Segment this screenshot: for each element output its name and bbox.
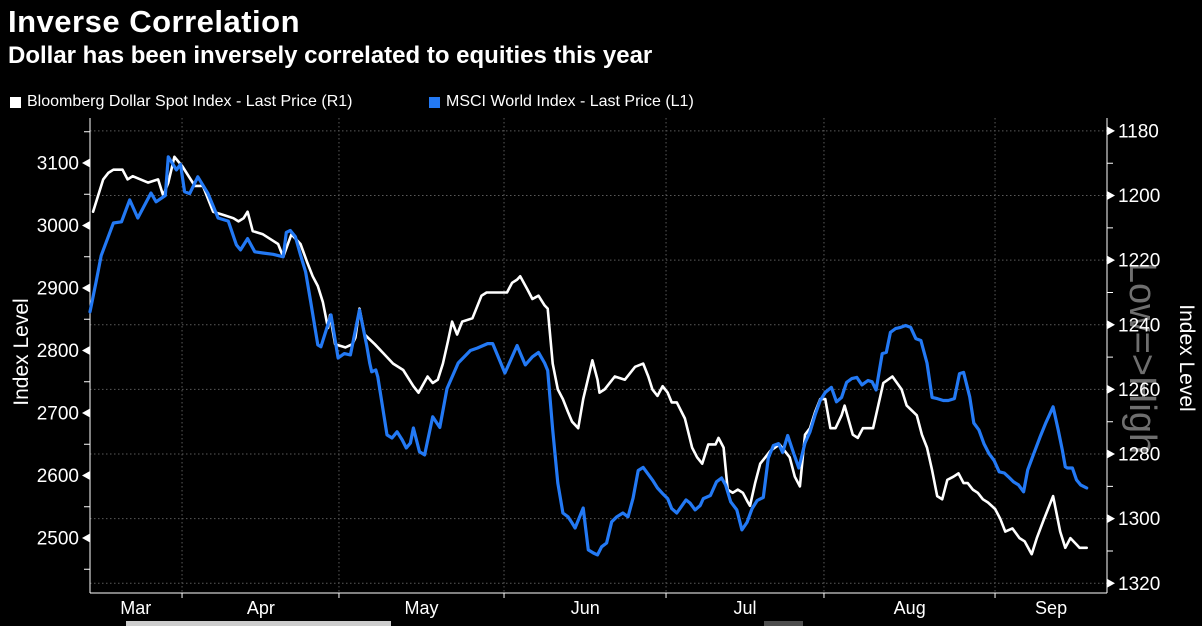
right-tick-arrow-icon (1107, 578, 1115, 588)
left-tick-arrow-icon (82, 158, 90, 168)
right-tick-label: 1220 (1118, 251, 1160, 272)
dollar-series-swatch-icon (10, 96, 21, 108)
left-tick-label: 3100 (37, 154, 79, 175)
legend-label-dollar: Bloomberg Dollar Spot Index - Last Price… (27, 93, 353, 110)
scrollbar-thumb-2[interactable] (764, 621, 803, 626)
x-month-label: Apr (247, 598, 275, 618)
right-tick-arrow-icon (1107, 126, 1115, 136)
right-tick-label: 1200 (1118, 186, 1160, 207)
right-tick-label: 1300 (1118, 509, 1160, 530)
left-tick-label: 3000 (37, 216, 79, 237)
chart-subtitle: Dollar has been inversely correlated to … (8, 42, 653, 69)
right-tick-arrow-icon (1107, 320, 1115, 330)
left-tick-label: 2500 (37, 529, 79, 550)
left-tick-label: 2900 (37, 279, 79, 300)
x-month-label: May (405, 598, 439, 618)
left-tick-label: 2800 (37, 341, 79, 362)
chart-title: Inverse Correlation (8, 4, 301, 39)
legend: Bloomberg Dollar Spot Index - Last Price… (0, 93, 1202, 113)
right-tick-label: 1260 (1118, 380, 1160, 401)
left-tick-label: 2700 (37, 404, 79, 425)
x-month-label: Jun (571, 598, 600, 618)
left-tick-arrow-icon (82, 471, 90, 480)
legend-item-dollar: Bloomberg Dollar Spot Index - Last Price… (10, 93, 352, 111)
left-tick-arrow-icon (82, 533, 90, 543)
x-month-label: Jul (733, 598, 756, 618)
legend-label-msci: MSCI World Index - Last Price (L1) (446, 93, 694, 110)
left-tick-arrow-icon (82, 408, 90, 418)
right-tick-label: 1180 (1118, 121, 1159, 142)
left-tick-arrow-icon (82, 283, 90, 293)
left-tick-arrow-icon (82, 346, 90, 355)
left-tick-arrow-icon (82, 221, 90, 230)
left-tick-label: 2600 (37, 466, 79, 487)
right-tick-arrow-icon (1107, 384, 1115, 394)
right-tick-arrow-icon (1107, 255, 1115, 265)
x-month-label: Mar (120, 598, 151, 618)
right-tick-label: 1240 (1118, 315, 1160, 336)
right-tick-arrow-icon (1107, 191, 1115, 201)
msci-series-line (88, 155, 1089, 557)
x-month-label: Sep (1035, 598, 1067, 618)
x-month-label: Aug (894, 598, 926, 618)
right-tick-arrow-icon (1107, 514, 1115, 524)
right-tick-label: 1280 (1118, 445, 1160, 466)
dollar-series-line (91, 155, 1088, 556)
right-tick-label: 1320 (1118, 574, 1160, 595)
msci-series-swatch-icon (429, 96, 440, 108)
right-tick-arrow-icon (1107, 449, 1115, 459)
scrollbar-thumb-1[interactable] (126, 621, 391, 626)
legend-item-msci: MSCI World Index - Last Price (L1) (429, 93, 694, 111)
